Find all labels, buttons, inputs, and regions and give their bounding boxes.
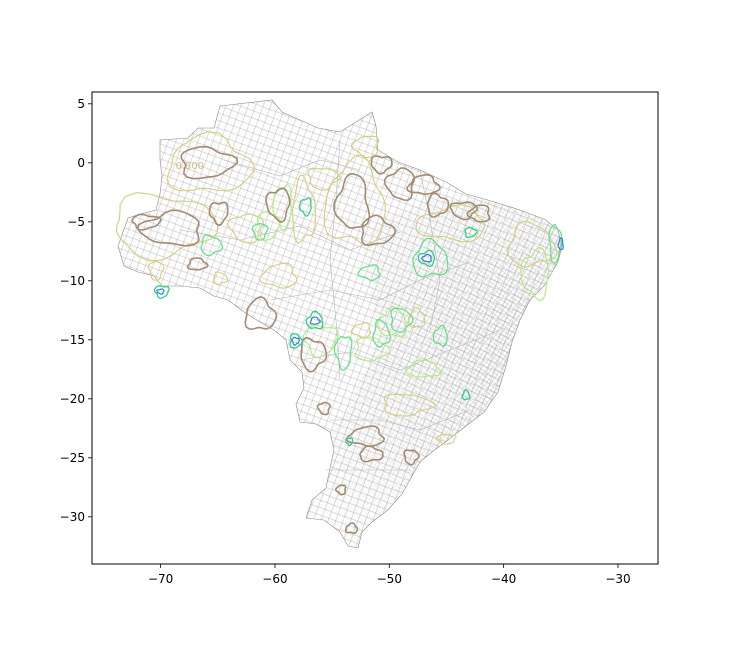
contour-line-green bbox=[251, 222, 269, 241]
x-tick-label: −70 bbox=[148, 572, 173, 586]
contour-line-green bbox=[390, 307, 414, 334]
contour-line-light-green bbox=[272, 184, 292, 232]
contour-line-brown bbox=[466, 204, 491, 223]
contour-line-brown bbox=[403, 449, 420, 466]
contour-line-light-green bbox=[354, 336, 391, 362]
contour-line-brown bbox=[370, 155, 393, 175]
contour-line-brown bbox=[244, 296, 278, 330]
contour-line-light-green bbox=[404, 359, 442, 378]
contour-line-green bbox=[333, 335, 353, 371]
contour-line-light-green bbox=[376, 305, 407, 338]
y-tick-label: −15 bbox=[60, 333, 85, 347]
y-tick-label: −25 bbox=[60, 451, 85, 465]
contour-label-layer: 0.800 bbox=[175, 161, 204, 172]
contour-line-green bbox=[357, 264, 381, 282]
contour-line-brown bbox=[316, 401, 331, 416]
contour-line-teal bbox=[417, 249, 436, 267]
contour-line-light-green bbox=[520, 246, 550, 302]
contour-line-tan bbox=[147, 260, 165, 281]
contour-line-brown bbox=[406, 174, 441, 195]
contour-line-brown bbox=[335, 484, 347, 496]
contour-line-tan bbox=[407, 306, 426, 329]
contour-line-tan bbox=[435, 434, 457, 445]
contour-line-brown bbox=[361, 214, 397, 247]
axes-frame bbox=[91, 91, 659, 565]
contour-line-green bbox=[432, 324, 448, 347]
contour-line-blue bbox=[309, 316, 321, 325]
contour-line-green bbox=[412, 237, 449, 278]
contour-line-brown bbox=[383, 167, 415, 202]
contour-line-blue bbox=[421, 253, 432, 263]
x-tick-label: −30 bbox=[605, 572, 630, 586]
contour-line-teal bbox=[289, 333, 304, 349]
contour-line-blue bbox=[557, 237, 564, 251]
contour-line-brown bbox=[186, 257, 209, 271]
contour-line-green bbox=[372, 318, 392, 348]
x-tick-label: −40 bbox=[491, 572, 516, 586]
contour-line-brown bbox=[180, 145, 239, 180]
contour-line-blue bbox=[291, 336, 300, 346]
contour-line-blue bbox=[156, 288, 165, 295]
contour-line-tan bbox=[166, 131, 255, 192]
contour-line-tan bbox=[415, 204, 486, 243]
contour-line-teal bbox=[464, 226, 478, 239]
y-tick-label: −30 bbox=[60, 510, 85, 524]
contour-line-brown bbox=[333, 173, 371, 229]
contour-line-tan bbox=[292, 174, 317, 244]
contour-line-tan bbox=[323, 154, 386, 246]
y-tick-label: 0 bbox=[77, 156, 85, 170]
contour-line-tan bbox=[258, 262, 298, 289]
contour-line-brown bbox=[208, 201, 229, 227]
contour-line-tan bbox=[212, 271, 229, 286]
contour-line-green bbox=[548, 224, 563, 264]
contour-line-teal bbox=[345, 437, 354, 447]
contour-line-teal bbox=[461, 389, 471, 401]
contour-line-teal bbox=[305, 310, 324, 330]
contour-line-teal bbox=[153, 285, 170, 299]
y-tick-label: −20 bbox=[60, 392, 85, 406]
contour-label: 0.800 bbox=[175, 161, 204, 172]
y-tick-label: −5 bbox=[67, 215, 85, 229]
contour-line-brown bbox=[344, 522, 359, 534]
contour-line-brown bbox=[300, 336, 328, 373]
x-axis: −70 −60 −50 −40 −30 bbox=[148, 564, 631, 586]
contour-line-brown bbox=[265, 187, 291, 223]
contour-line-tan bbox=[227, 213, 264, 244]
y-tick-label: −10 bbox=[60, 274, 85, 288]
y-axis: 5 0 −5 −10 −15 −20 −25 −30 bbox=[60, 97, 92, 524]
contour-line-green bbox=[200, 234, 224, 257]
contour-line-brown bbox=[359, 445, 384, 463]
contour-line-tan bbox=[506, 220, 558, 268]
y-tick-label: 5 bbox=[77, 97, 85, 111]
contour-line-tan bbox=[116, 192, 219, 262]
contour-layer bbox=[116, 131, 564, 534]
contour-line-teal bbox=[298, 197, 312, 217]
x-tick-label: −60 bbox=[262, 572, 287, 586]
contour-line-tan bbox=[383, 393, 436, 417]
contour-line-brown bbox=[345, 425, 385, 448]
contour-line-brown bbox=[131, 213, 162, 231]
x-tick-label: −50 bbox=[377, 572, 402, 586]
contour-line-brown bbox=[426, 192, 450, 218]
